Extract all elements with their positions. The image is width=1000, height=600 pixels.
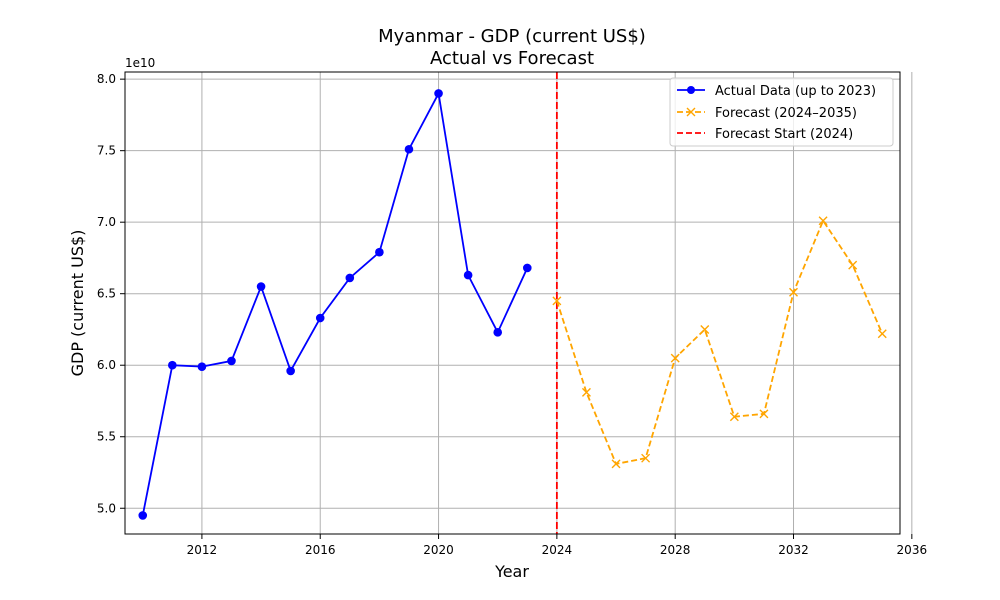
- y-tick-label: 6.5: [97, 287, 116, 301]
- y-axis-ticks: 5.0 5.5 6.0 6.5 7.0 7.5 8.0: [97, 72, 125, 515]
- x-tick-label: 2016: [305, 543, 336, 557]
- y-axis-label: GDP (current US$): [68, 230, 87, 377]
- data-point: [463, 270, 473, 280]
- data-point: [818, 216, 828, 226]
- y-tick-label: 5.5: [97, 430, 116, 444]
- data-point: [138, 511, 148, 520]
- data-point: [345, 273, 355, 283]
- data-point: [522, 263, 532, 273]
- legend-label-actual: Actual Data (up to 2023): [715, 84, 876, 99]
- data-point: [789, 287, 799, 297]
- data-point: [375, 247, 384, 257]
- data-point: [493, 328, 503, 337]
- data-point: [848, 260, 858, 270]
- legend-frame: [669, 77, 894, 147]
- data-point: [611, 459, 621, 469]
- data-point: [877, 329, 887, 339]
- x-tick-label: 2012: [187, 543, 218, 557]
- y-tick-label: 8.0: [97, 72, 116, 86]
- data-point: [552, 296, 562, 306]
- data-point: [286, 366, 295, 376]
- data-point: [434, 89, 443, 98]
- x-axis-label: Year: [494, 562, 529, 581]
- x-axis-ticks: 2012 2016 2020 2024 2028 2032 2036: [187, 534, 927, 557]
- data-point: [759, 409, 769, 419]
- legend-label-forecast-start: Forecast Start (2024): [715, 127, 853, 142]
- series-group: [138, 89, 887, 520]
- data-point: [227, 356, 236, 366]
- y-offset-label: 1e10: [125, 56, 155, 70]
- chart-subtitle: Actual vs Forecast: [430, 48, 594, 69]
- data-point: [256, 282, 266, 291]
- series-line: [141, 90, 529, 516]
- data-point: [197, 362, 207, 371]
- data-point: [581, 387, 591, 397]
- x-tick-label: 2028: [660, 543, 691, 557]
- legend-label-forecast: Forecast (2024–2035): [715, 106, 857, 121]
- x-tick-label: 2032: [778, 543, 809, 557]
- data-point: [729, 412, 739, 422]
- y-tick-label: 7.0: [97, 215, 116, 229]
- data-point: [670, 353, 680, 363]
- legend-marker-forecast: [686, 107, 696, 117]
- x-tick-label: 2024: [542, 543, 573, 557]
- plot-frame: [124, 71, 901, 535]
- legend: Actual Data (up to 2023) Forecast (2024–…: [669, 77, 894, 147]
- y-tick-label: 6.0: [97, 358, 116, 372]
- x-tick-label: 2020: [423, 543, 454, 557]
- chart-title: Myanmar - GDP (current US$): [378, 26, 646, 47]
- x-tick-label: 2036: [897, 543, 928, 557]
- y-tick-label: 5.0: [97, 501, 116, 515]
- data-point: [404, 144, 414, 154]
- series-forecast: [552, 216, 887, 469]
- data-point: [168, 360, 177, 370]
- y-tick-label: 7.5: [97, 144, 116, 158]
- data-point: [700, 324, 710, 334]
- legend-marker-actual: [687, 86, 695, 94]
- series-actual: [138, 89, 532, 520]
- data-point: [315, 313, 325, 323]
- grid: [125, 72, 913, 534]
- data-point: [641, 453, 651, 463]
